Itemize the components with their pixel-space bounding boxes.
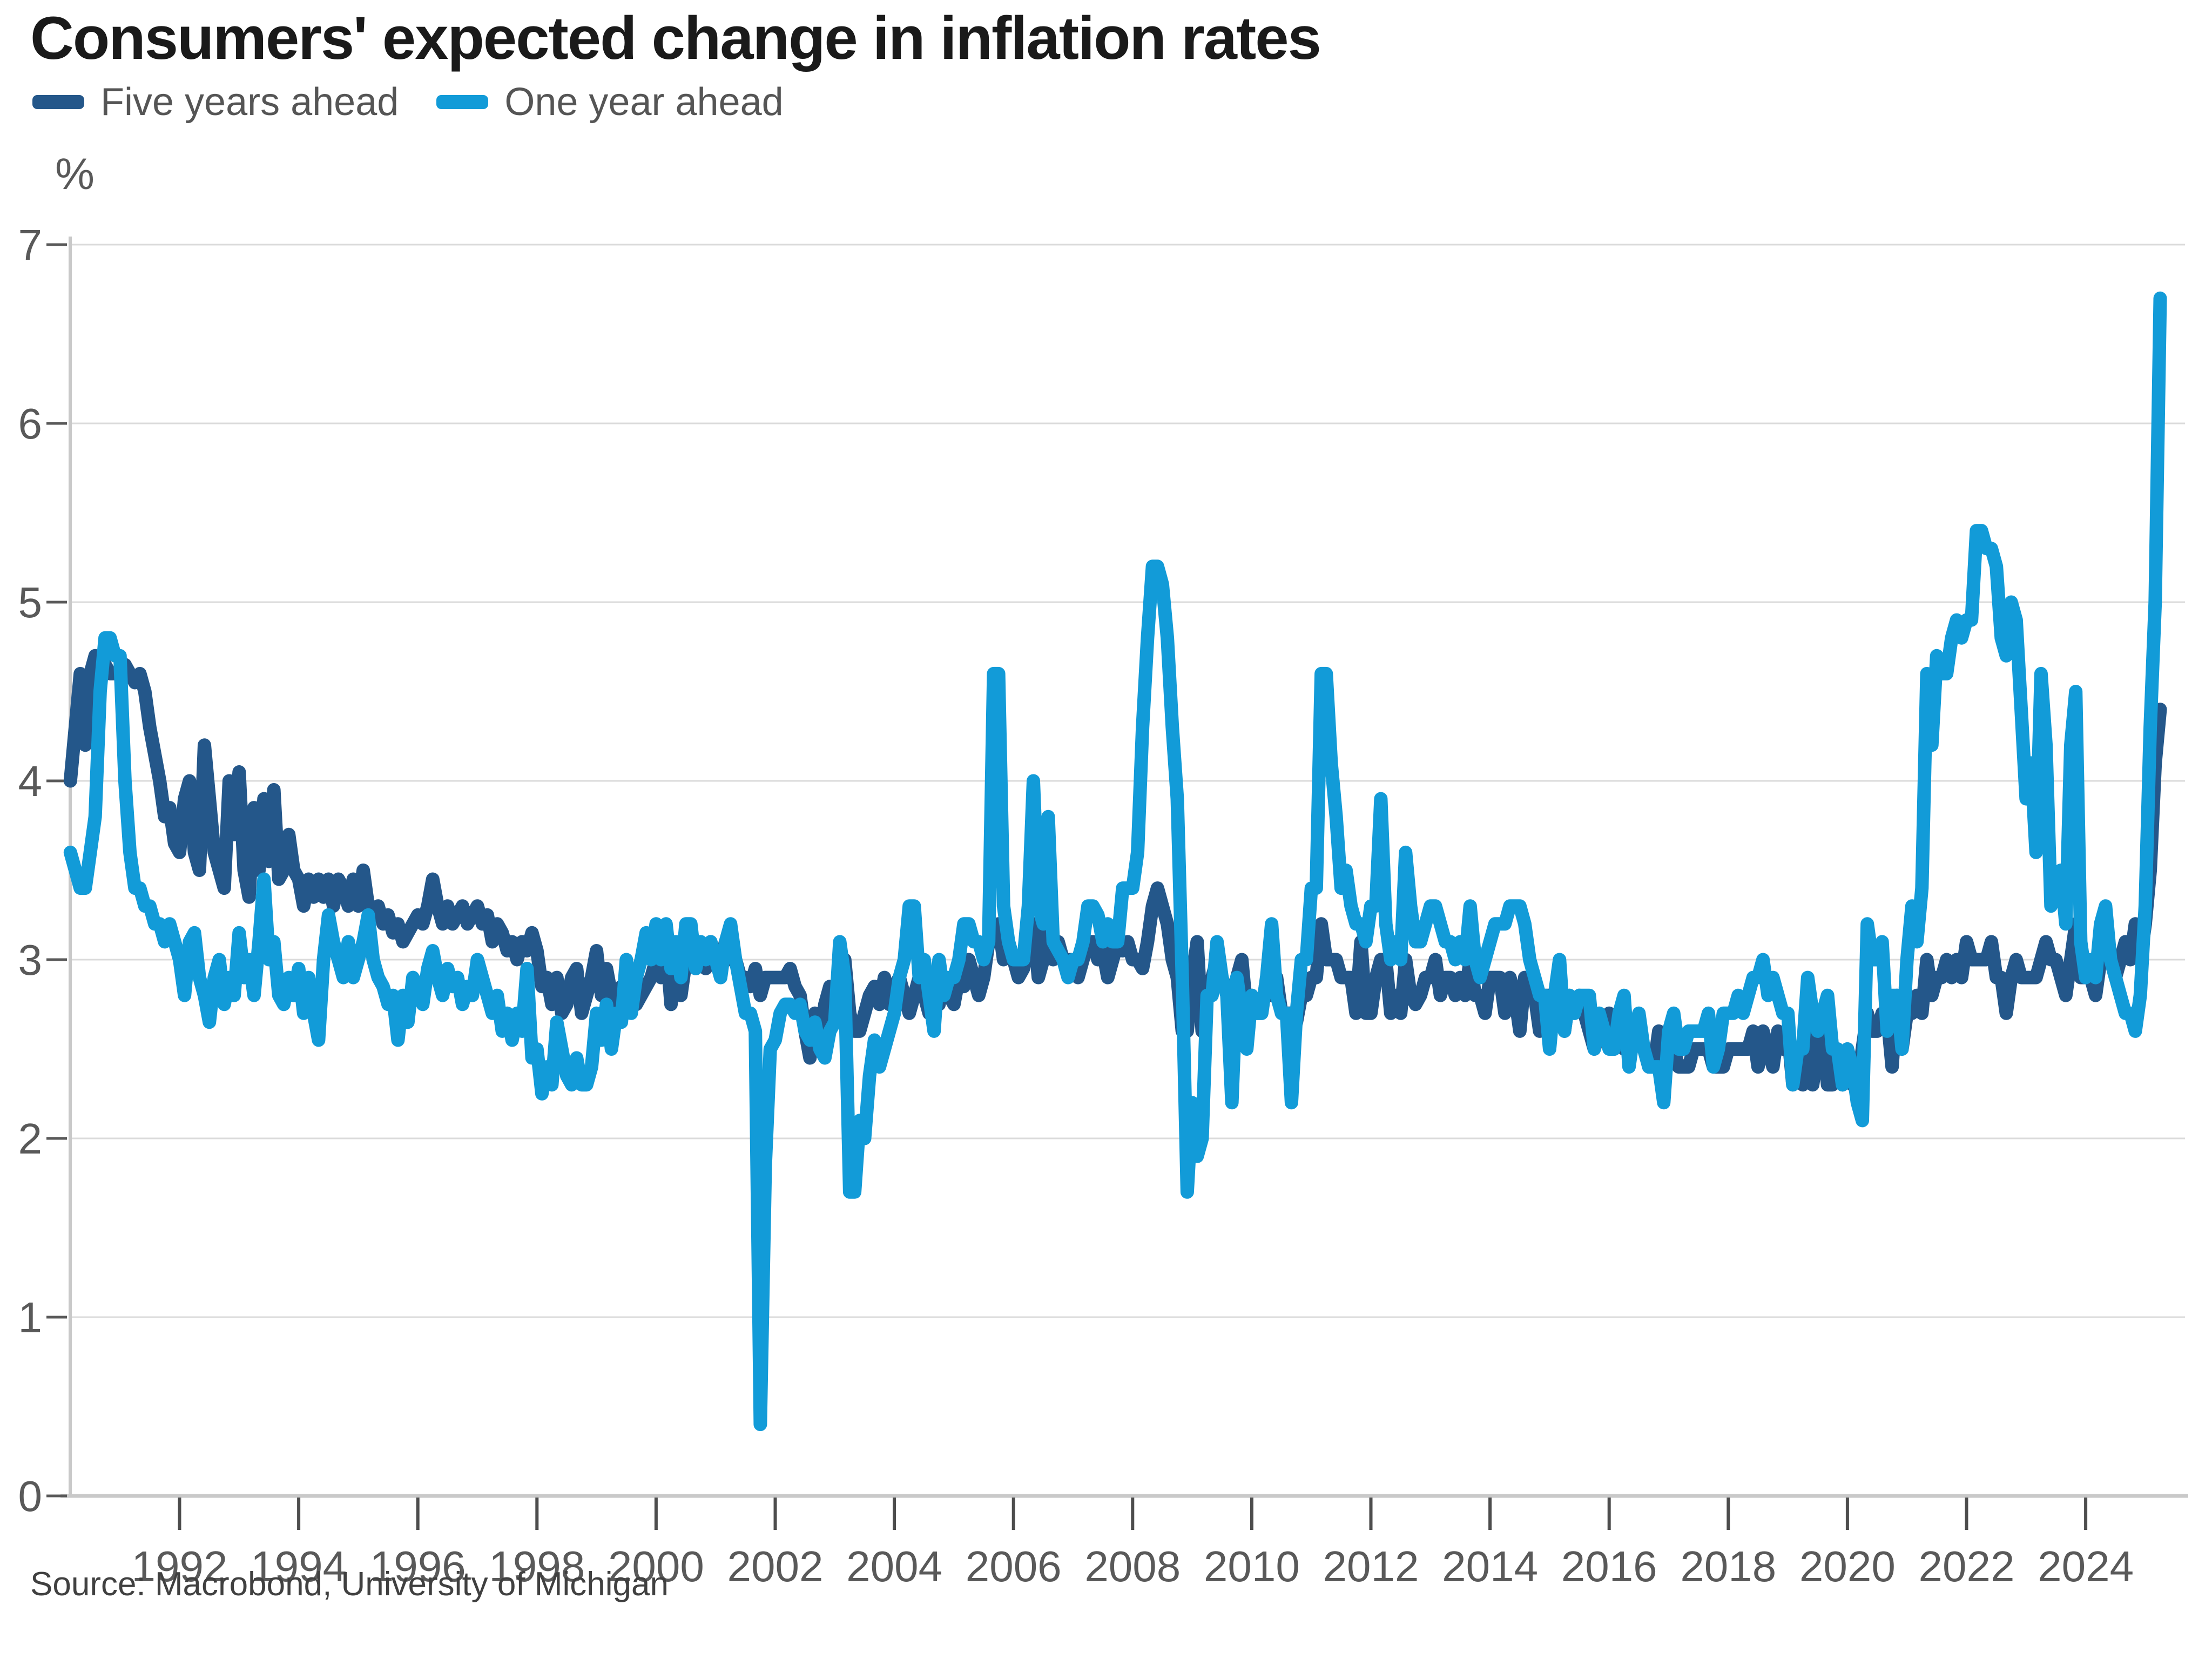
x-tick-label-2018: 2018 [1680,1542,1776,1590]
legend-item-one-year-ahead: One year ahead [436,80,784,124]
chart-title: Consumers' expected change in inflation … [30,4,1321,72]
y-axis-unit-label: % [55,150,95,199]
x-tick-label-1996: 1996 [370,1542,466,1590]
gridlines [70,244,2185,1318]
y-tick-label-6: 6 [18,400,43,448]
y-tick-label-1: 1 [18,1293,43,1341]
x-tick-label-2022: 2022 [1919,1542,2015,1590]
x-tick-label-2006: 2006 [966,1542,1062,1590]
y-tick-label-0: 0 [18,1472,43,1520]
x-tick-label-1994: 1994 [251,1542,347,1590]
x-tick-label-1992: 1992 [132,1542,228,1590]
source-note: Source: Macrobond, University of Michiga… [30,1566,669,1603]
x-tick-label-2016: 2016 [1561,1542,1657,1590]
x-tick-label-2020: 2020 [1799,1542,1896,1590]
x-tick-label-2004: 2004 [846,1542,942,1590]
chart-legend: Five years ahead One year ahead [32,80,784,124]
x-tick-label-2012: 2012 [1323,1542,1419,1590]
legend-item-five-years-ahead: Five years ahead [32,80,399,124]
x-tick-label-2024: 2024 [2038,1542,2134,1590]
y-tick-label-2: 2 [18,1115,43,1163]
legend-swatch-five-years-ahead-icon [32,95,84,109]
y-tick-label-7: 7 [18,221,43,269]
series-lines [63,291,2167,1432]
series-line-one-year-ahead [63,291,2167,1432]
x-tick-label-2014: 2014 [1442,1542,1538,1590]
legend-label-one-year-ahead: One year ahead [504,80,784,124]
x-tick-label-2002: 2002 [727,1542,824,1590]
y-tick-label-3: 3 [18,936,43,984]
x-tick-label-2010: 2010 [1204,1542,1300,1590]
y-tick-label-5: 5 [18,578,43,626]
x-tick-label-1998: 1998 [489,1542,585,1590]
series-line-five-years-ahead [63,649,2167,1092]
x-tick-label-2008: 2008 [1084,1542,1181,1590]
x-tick-label-2000: 2000 [608,1542,704,1590]
y-tick-label-4: 4 [18,757,43,805]
legend-label-five-years-ahead: Five years ahead [100,80,399,124]
axis-tick-labels: 0 1 2 3 4 5 6 7 1992 1994 1996 1998 2000 2002 2004 2006… [18,221,2134,1590]
legend-swatch-one-year-ahead-icon [436,95,489,109]
